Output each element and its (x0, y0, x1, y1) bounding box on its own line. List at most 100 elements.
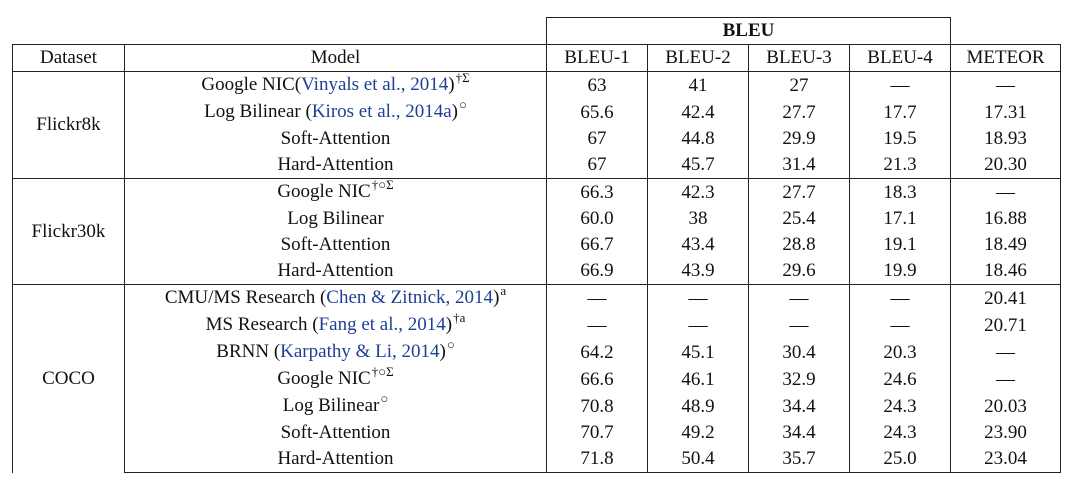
meteor-cell: 20.30 (950, 152, 1061, 179)
meteor-cell: 18.93 (950, 126, 1061, 152)
model-name-suffix: ) (451, 101, 458, 122)
bleu-3-cell: 34.4 (748, 420, 850, 446)
meteor-cell: 23.04 (950, 446, 1061, 473)
model-name: CMU/MS Research ( (164, 287, 327, 308)
meteor-cell: — (950, 339, 1061, 366)
bleu-4-cell: 24.6 (849, 366, 951, 393)
table-body: Flickr8k Google NIC(Vinyals et al., 2014)… (12, 70, 1061, 473)
bleu-2-cell: 50.4 (647, 446, 749, 473)
bleu-4-cell: — (849, 312, 951, 339)
footnote-marker: †a (453, 310, 466, 325)
model-cell: Soft-Attention (124, 232, 547, 258)
bleu-2-cell: — (647, 284, 749, 312)
bleu-3-cell: — (748, 312, 850, 339)
citation-link[interactable]: Vinyals et al., 2014 (301, 74, 449, 95)
table-row: Soft-Attention 66.7 43.4 28.8 19.1 18.49 (13, 232, 1061, 258)
bleu-2-cell: 42.3 (647, 178, 749, 206)
bleu-4-cell: 24.3 (849, 420, 951, 446)
footnote-marker: ○ (458, 97, 467, 112)
bleu-2-cell: 49.2 (647, 420, 749, 446)
bleu-2-cell: 42.4 (647, 99, 749, 126)
bleu-1-cell: 65.6 (546, 99, 648, 126)
bleu-2-cell: 38 (647, 206, 749, 232)
bleu-1-cell: 67 (546, 152, 648, 179)
bleu-2-cell: 44.8 (647, 126, 749, 152)
model-cell: Hard-Attention (124, 258, 547, 285)
model-name: Hard-Attention (277, 260, 394, 281)
bleu-3-cell: 27.7 (748, 99, 850, 126)
model-name: Google NIC (277, 181, 371, 202)
citation-link[interactable]: Fang et al., 2014 (318, 314, 446, 335)
bleu-1-cell: 64.2 (546, 339, 648, 366)
bleu-1-cell: 66.6 (546, 366, 648, 393)
model-name: Log Bilinear ( (204, 101, 312, 122)
model-name: Google NIC( (201, 74, 302, 95)
model-cell: Hard-Attention (124, 152, 547, 179)
group-header-row: BLEU (13, 17, 1061, 45)
table-row: Flickr8k Google NIC(Vinyals et al., 2014)… (12, 70, 1061, 179)
bleu-3-cell: 30.4 (748, 339, 850, 366)
bleu-4-cell: 24.3 (849, 393, 951, 420)
dataset-cell: Flickr8k (12, 71, 125, 179)
bleu-4-cell: 17.7 (849, 99, 951, 126)
bleu-1-cell: 63 (546, 71, 648, 99)
bleu-3-cell: 35.7 (748, 446, 850, 473)
table-row: MS Research (Fang et al., 2014)†a — — — —20.… (13, 310, 1061, 339)
bleu-1-cell: 71.8 (546, 446, 648, 473)
table-row: Hard-Attention 71.8 50.4 35.7 25.0 23.04 (13, 446, 1061, 473)
column-header-row: Dataset Model BLEU-1 BLEU-2 BLEU-3 BLEU-… (12, 44, 1061, 72)
col-header-model: Model (124, 44, 547, 72)
model-cell: Google NIC†○Σ (124, 177, 547, 206)
results-table: BLEU Dataset Model BLEU-1 BLEU-2 BLEU-3 … (12, 17, 1061, 473)
meteor-cell: — (950, 178, 1061, 206)
model-name: Log Bilinear (287, 208, 384, 229)
footnote-marker: ○ (446, 337, 455, 352)
footnote-marker: †○Σ (371, 177, 394, 192)
bleu-1-cell: 66.9 (546, 258, 648, 285)
model-cell: BRNN (Karpathy & Li, 2014)○ (124, 337, 547, 366)
col-header-bleu-2: BLEU-2 (647, 44, 749, 72)
bleu-3-cell: 31.4 (748, 152, 850, 179)
model-name: BRNN ( (216, 341, 281, 362)
model-name-suffix: ) (439, 341, 446, 362)
meteor-cell: 18.46 (950, 258, 1061, 285)
bleu-4-cell: 18.3 (849, 178, 951, 206)
table-row: Log Bilinear (Kiros et al., 2014a)○ 65.6 4… (13, 97, 1061, 126)
citation-link[interactable]: Chen & Zitnick, 2014 (326, 287, 494, 308)
dataset-cell: Flickr30k (12, 178, 125, 285)
bleu-1-cell: 67 (546, 126, 648, 152)
table-row: Log Bilinear○ 70.8 48.9 34.4 24.3 20.03 (13, 391, 1061, 420)
meteor-cell: — (950, 71, 1061, 99)
citation-link[interactable]: Karpathy & Li, 2014 (280, 341, 440, 362)
bleu-2-cell: 45.1 (647, 339, 749, 366)
table-row: Flickr30k Google NIC†○Σ 66.3 42.3 27.7 18.3— (12, 177, 1061, 285)
model-cell: Log Bilinear (Kiros et al., 2014a)○ (124, 97, 547, 126)
model-name-suffix: ) (448, 74, 455, 95)
bleu-4-cell: — (849, 284, 951, 312)
bleu-3-cell: 34.4 (748, 393, 850, 420)
bleu-3-cell: — (748, 284, 850, 312)
meteor-cell: 20.71 (950, 312, 1061, 339)
model-cell: CMU/MS Research (Chen & Zitnick, 2014)a (124, 283, 547, 312)
bleu-2-cell: 43.4 (647, 232, 749, 258)
model-name: Log Bilinear (282, 395, 380, 416)
model-cell: Google NIC†○Σ (124, 364, 547, 393)
col-header-meteor: METEOR (950, 44, 1061, 72)
bleu-3-cell: 32.9 (748, 366, 850, 393)
footnote-marker: a (500, 283, 507, 298)
model-cell: Soft-Attention (124, 420, 547, 446)
model-name: Hard-Attention (277, 154, 394, 175)
table-row: Soft-Attention 67 44.8 29.9 19.5 18.93 (13, 126, 1061, 152)
bleu-3-cell: 27.7 (748, 178, 850, 206)
bleu-3-cell: 29.9 (748, 126, 850, 152)
bleu-1-cell: 66.3 (546, 178, 648, 206)
model-name: Soft-Attention (280, 422, 391, 443)
table-row: Log Bilinear 60.0 38 25.4 17.1 16.88 (13, 206, 1061, 232)
dataset-cell: COCO (12, 284, 125, 473)
bleu-2-cell: — (647, 312, 749, 339)
bleu-2-cell: 43.9 (647, 258, 749, 285)
model-name: MS Research ( (205, 314, 319, 335)
bleu-2-cell: 41 (647, 71, 749, 99)
bleu-3-cell: 28.8 (748, 232, 850, 258)
citation-link[interactable]: Kiros et al., 2014a (311, 101, 452, 122)
